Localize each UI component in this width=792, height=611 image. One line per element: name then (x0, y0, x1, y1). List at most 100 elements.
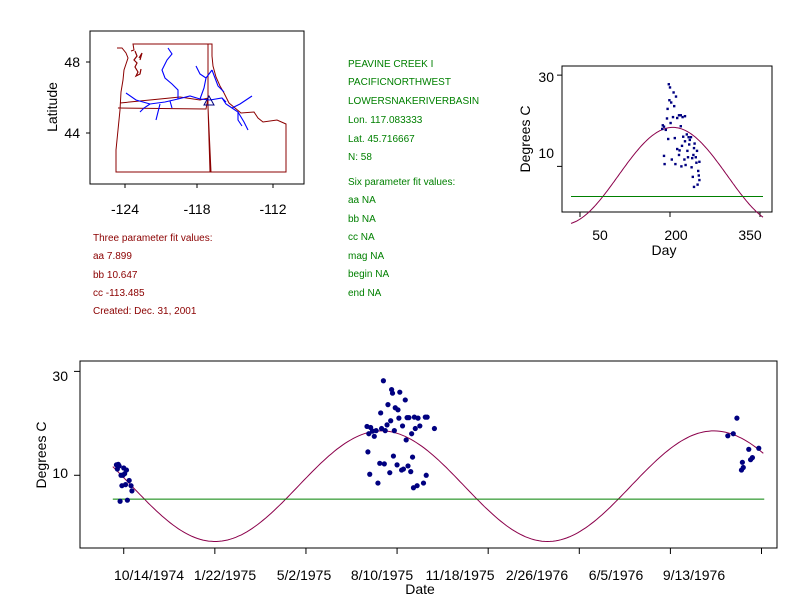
time-axis-ticks (74, 370, 763, 554)
time-point (396, 415, 402, 421)
time-point (371, 433, 377, 439)
doy-point (695, 149, 699, 153)
doy-point (684, 163, 687, 167)
doy-point (663, 162, 666, 166)
doy-point (688, 138, 691, 142)
doy-point (697, 174, 700, 177)
doy-ytick-1: 30 (538, 69, 554, 85)
doy-point (686, 156, 690, 159)
time-frame (79, 360, 778, 549)
time-point (415, 415, 421, 421)
doy-point (672, 91, 675, 94)
time-point (390, 453, 397, 459)
time-point (402, 397, 408, 403)
map-panel: -124 -118 -112 48 44 Latitude (44, 30, 305, 217)
time-point (117, 498, 123, 504)
time-point (399, 423, 406, 429)
time-point (116, 463, 122, 469)
three-param-title: Three parameter fit values: (93, 233, 213, 244)
six-param-bb: bb NA (348, 214, 376, 225)
puget-sound (133, 50, 143, 78)
six-param-end: end NA (348, 288, 382, 299)
doy-point (695, 161, 698, 164)
six-param-begin: begin NA (348, 269, 390, 280)
doy-point (665, 117, 669, 120)
time-point (417, 423, 423, 429)
doy-point (685, 133, 688, 136)
doy-point (666, 107, 669, 111)
time-fit-curve (112, 430, 764, 543)
map-frame (89, 30, 305, 185)
time-xlabel: Date (405, 581, 435, 597)
time-point (380, 378, 386, 384)
doy-point (673, 136, 676, 140)
doy-point (692, 146, 696, 150)
map-state-outline (115, 43, 287, 173)
time-xtick-7: 9/13/1976 (663, 567, 725, 583)
doy-point (668, 99, 671, 102)
time-points (113, 378, 762, 504)
time-xtick-1: 1/22/1975 (194, 567, 256, 583)
time-point (740, 464, 746, 471)
doy-point (674, 95, 678, 98)
doy-point (667, 137, 670, 141)
doy-point (682, 135, 685, 138)
time-point (412, 425, 418, 432)
time-point (367, 471, 373, 477)
three-param-bb: bb 10.647 (93, 270, 138, 281)
time-point (387, 470, 393, 476)
doy-point (692, 153, 695, 157)
time-point (414, 483, 420, 489)
six-param-mag: mag NA (348, 251, 385, 262)
time-point (409, 431, 415, 437)
doy-point (693, 142, 696, 145)
doy-point (686, 149, 689, 153)
doy-point (674, 162, 677, 166)
time-panel: 10/14/1974 1/22/1975 5/2/1975 8/10/1975 … (33, 360, 778, 597)
doy-point (677, 114, 681, 117)
doy-axis-ticks (557, 74, 761, 217)
time-ylabel: Degrees C (33, 422, 49, 489)
time-point (123, 467, 130, 473)
time-xtick-4: 11/18/1975 (425, 567, 494, 583)
time-point (126, 477, 132, 484)
site-basin: LOWERSNAKERIVERBASIN (348, 96, 480, 107)
doy-point (689, 135, 693, 139)
six-param-aa: aa NA (348, 195, 376, 206)
site-lat: Lat. 45.716667 (348, 134, 415, 145)
time-point (406, 415, 412, 421)
doy-point (679, 125, 682, 128)
site-lon: Lon. 117.083333 (348, 115, 423, 126)
map-xtick-1: -118 (184, 201, 211, 217)
time-xtick-3: 8/10/1975 (351, 567, 413, 583)
created-date: Created: Dec. 31, 2001 (93, 306, 197, 317)
time-point (746, 446, 752, 452)
doy-xtick-2: 350 (738, 227, 762, 243)
doy-point (676, 147, 679, 151)
doy-fit-curve (570, 126, 764, 224)
doy-point (681, 115, 684, 119)
time-point (403, 437, 409, 443)
doy-xtick-1: 200 (664, 227, 688, 243)
doy-point (683, 114, 687, 118)
doy-point (683, 158, 686, 161)
time-point (381, 461, 387, 467)
six-param-cc: cc NA (348, 232, 375, 243)
doy-point (698, 160, 701, 164)
time-point (424, 414, 430, 420)
doy-point (677, 153, 681, 157)
map-xtick-2: -112 (260, 201, 287, 217)
doy-point (680, 144, 684, 148)
doy-point (692, 185, 696, 189)
time-point (375, 480, 381, 486)
time-point (377, 460, 383, 466)
doy-point (667, 83, 670, 86)
time-xtick-6: 6/5/1976 (589, 567, 644, 583)
doy-point (690, 166, 693, 169)
time-point (409, 454, 416, 460)
doy-point (694, 156, 697, 159)
doy-point (687, 135, 690, 139)
doy-panel: 50 200 350 30 10 Day Degrees C (517, 65, 773, 258)
doy-frame (561, 65, 773, 213)
doy-point (668, 86, 672, 89)
